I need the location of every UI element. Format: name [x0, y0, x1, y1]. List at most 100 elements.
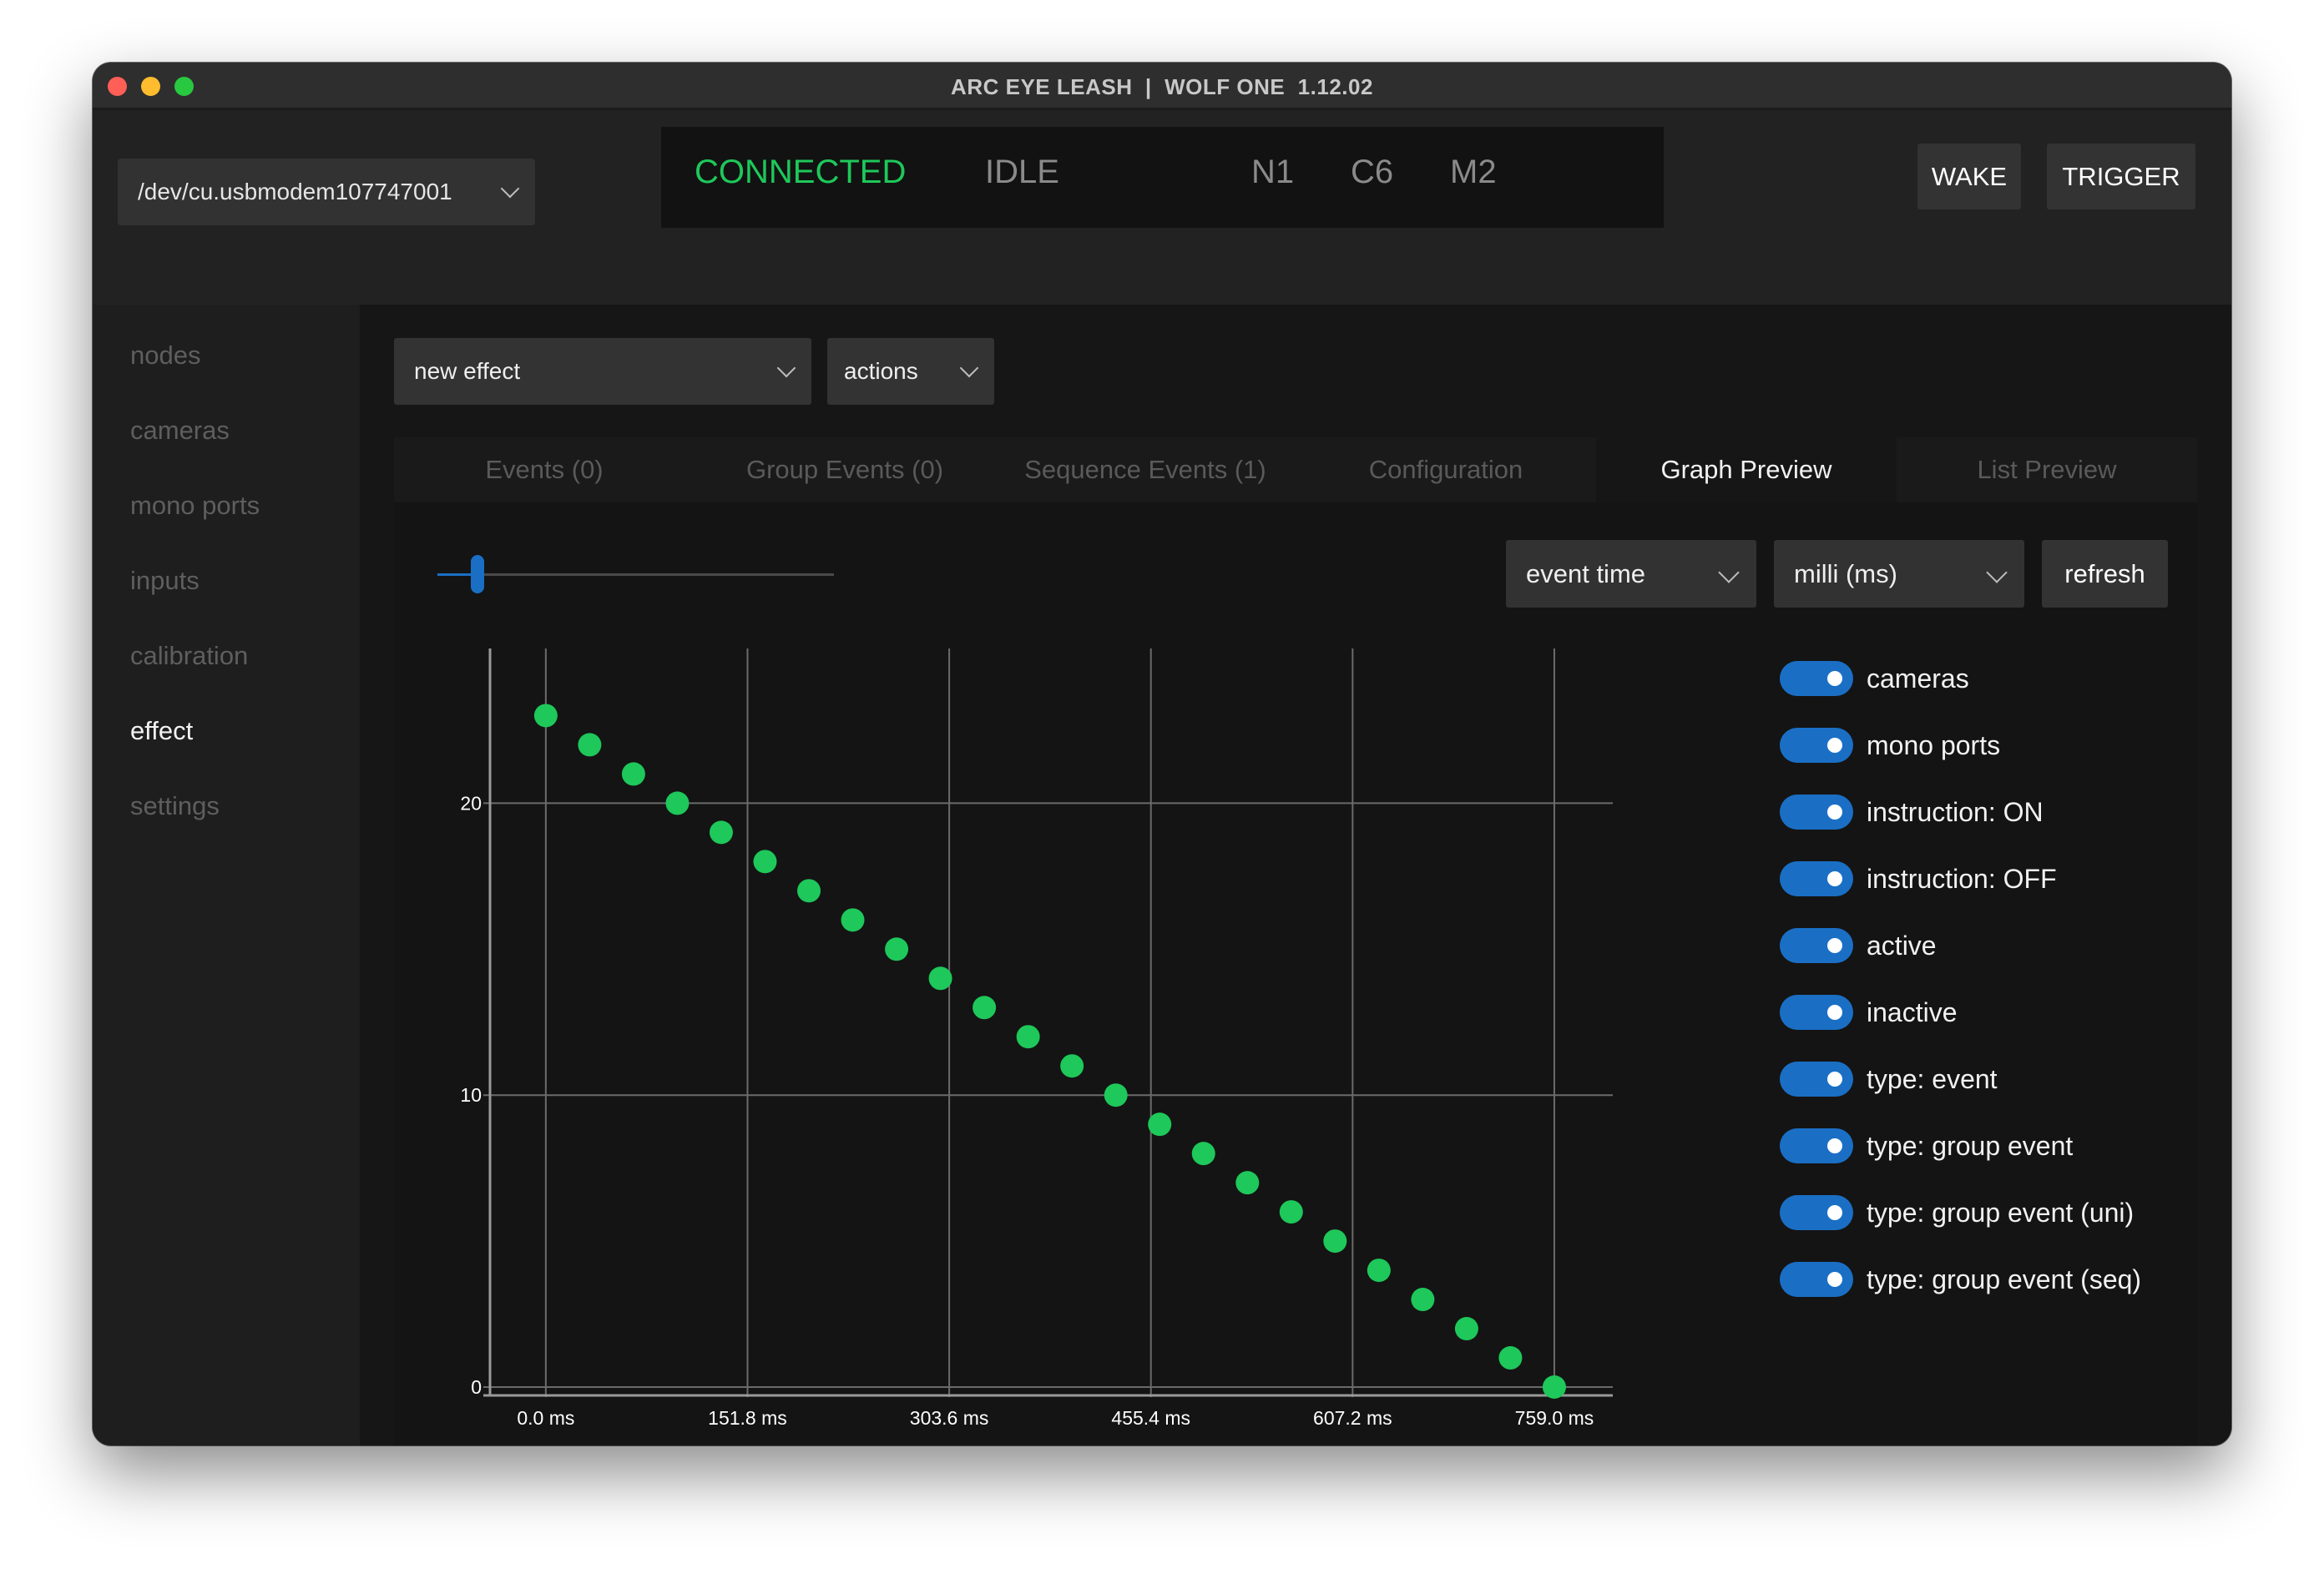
graph-preview-panel: event time milli (ms) refresh 0.0 ms 151.…: [394, 502, 2197, 1445]
zoom-slider[interactable]: [437, 555, 834, 593]
data-point: [1279, 1200, 1303, 1224]
time-unit-select[interactable]: milli (ms): [1774, 540, 2024, 608]
sidebar-item-calibration[interactable]: calibration: [130, 641, 249, 670]
data-point: [1411, 1288, 1435, 1312]
toggle-switch[interactable]: [1780, 661, 1853, 696]
data-point: [709, 820, 733, 845]
data-point: [753, 850, 777, 874]
toggle-switch[interactable]: [1780, 861, 1853, 896]
x-tick-label: 759.0 ms: [1515, 1407, 1594, 1429]
toggle-knob: [1827, 1272, 1842, 1287]
toggle-label: mono ports: [1867, 730, 2001, 760]
toggle-label: cameras: [1867, 663, 1969, 694]
toggle-switch[interactable]: [1780, 1262, 1853, 1297]
sidebar: nodes cameras mono ports inputs calibrat…: [93, 305, 360, 1445]
toggle-knob: [1827, 805, 1842, 820]
data-point: [533, 704, 558, 728]
toggle-knob: [1827, 938, 1842, 953]
x-tick-label: 303.6 ms: [910, 1407, 989, 1429]
effect-select[interactable]: new effect: [394, 338, 811, 405]
slider-handle[interactable]: [470, 555, 484, 593]
tab-graph-preview[interactable]: Graph Preview: [1596, 437, 1897, 502]
effect-select-value: new effect: [414, 358, 521, 384]
data-point: [1454, 1317, 1478, 1341]
sidebar-item-cameras[interactable]: cameras: [130, 416, 230, 445]
toggle-switch[interactable]: [1780, 1128, 1853, 1163]
main-area: new effect actions Events (0) Group Even…: [360, 305, 2231, 1445]
actions-select-value: actions: [844, 358, 918, 384]
time-mode-select[interactable]: event time: [1506, 540, 1756, 608]
filter-toggle-row[interactable]: type: group event (seq): [1780, 1262, 2180, 1299]
filter-toggle-row[interactable]: inactive: [1780, 995, 2180, 1032]
data-point: [1498, 1346, 1523, 1370]
toggle-label: active: [1867, 931, 1937, 961]
y-tick-label: 10: [460, 1084, 482, 1106]
data-point: [1323, 1229, 1347, 1254]
sidebar-item-effect[interactable]: effect: [130, 716, 194, 745]
toggle-knob: [1827, 1138, 1842, 1153]
toggle-switch[interactable]: [1780, 995, 1853, 1030]
filter-toggle-row[interactable]: mono ports: [1780, 728, 2180, 764]
toggle-knob: [1827, 671, 1842, 686]
data-point: [885, 937, 909, 961]
toggle-label: instruction: OFF: [1867, 864, 2057, 894]
tab-group-events[interactable]: Group Events (0): [745, 455, 944, 484]
toggle-switch[interactable]: [1780, 928, 1853, 963]
filter-toggle-row[interactable]: instruction: OFF: [1780, 861, 2180, 898]
y-tick-label: 0: [471, 1376, 482, 1398]
sidebar-item-mono-ports[interactable]: mono ports: [130, 491, 260, 520]
serial-port-value: /dev/cu.usbmodem107747001: [138, 179, 452, 204]
sidebar-item-nodes[interactable]: nodes: [130, 341, 201, 370]
trigger-button[interactable]: TRIGGER: [2047, 144, 2195, 209]
time-unit-value: milli (ms): [1794, 559, 1897, 588]
data-point: [1235, 1171, 1260, 1195]
tab-configuration[interactable]: Configuration: [1368, 455, 1523, 484]
serial-port-select[interactable]: /dev/cu.usbmodem107747001: [118, 159, 535, 225]
tab-events[interactable]: Events (0): [485, 455, 604, 484]
y-tick-label: 20: [460, 792, 482, 814]
toggle-switch[interactable]: [1780, 728, 1853, 763]
toggle-label: type: group event (seq): [1867, 1264, 2142, 1294]
data-point: [797, 879, 821, 903]
app-window: ARC EYE LEASH | WOLF ONE 1.12.02 /dev/cu…: [93, 63, 2231, 1445]
filter-toggle-row[interactable]: instruction: ON: [1780, 795, 2180, 831]
refresh-button[interactable]: refresh: [2042, 540, 2168, 608]
x-tick-label: 0.0 ms: [517, 1407, 574, 1429]
filter-toggle-row[interactable]: cameras: [1780, 661, 2180, 698]
toggle-switch[interactable]: [1780, 1195, 1853, 1230]
wake-button[interactable]: WAKE: [1917, 144, 2021, 209]
data-point: [1148, 1112, 1172, 1137]
data-point: [973, 996, 997, 1020]
zoom-window-button[interactable]: [174, 77, 194, 96]
filter-toggle-row[interactable]: type: event: [1780, 1062, 2180, 1098]
filter-toggle-row[interactable]: type: group event (uni): [1780, 1195, 2180, 1232]
toggle-knob: [1827, 871, 1842, 886]
minimize-window-button[interactable]: [141, 77, 160, 96]
chevron-down-icon: [500, 179, 520, 199]
data-point: [1016, 1025, 1040, 1049]
sidebar-item-settings[interactable]: settings: [130, 791, 220, 820]
data-point: [1542, 1375, 1566, 1399]
toggle-switch[interactable]: [1780, 795, 1853, 830]
toggle-label: type: group event (uni): [1867, 1198, 2135, 1228]
actions-select[interactable]: actions: [827, 338, 994, 405]
tab-bar: Events (0) Group Events (0) Sequence Eve…: [394, 437, 2197, 502]
close-window-button[interactable]: [108, 77, 127, 96]
toggle-knob: [1827, 1205, 1842, 1220]
x-tick-label: 151.8 ms: [708, 1407, 787, 1429]
toggle-knob: [1827, 738, 1842, 753]
node-count-status: N1: [1251, 154, 1295, 190]
filter-toggle-row[interactable]: type: group event: [1780, 1128, 2180, 1165]
data-point: [1367, 1259, 1391, 1283]
data-point: [841, 908, 865, 932]
toggle-knob: [1827, 1005, 1842, 1020]
toggle-label: instruction: ON: [1867, 797, 2044, 827]
sidebar-item-inputs[interactable]: inputs: [130, 566, 200, 595]
slider-fill: [437, 573, 477, 576]
data-point: [1060, 1054, 1084, 1078]
filter-toggle-row[interactable]: active: [1780, 928, 2180, 965]
tab-list-preview[interactable]: List Preview: [1977, 455, 2117, 484]
tab-sequence-events[interactable]: Sequence Events (1): [1024, 455, 1266, 484]
toggle-switch[interactable]: [1780, 1062, 1853, 1097]
title-bar: ARC EYE LEASH | WOLF ONE 1.12.02: [93, 63, 2231, 109]
